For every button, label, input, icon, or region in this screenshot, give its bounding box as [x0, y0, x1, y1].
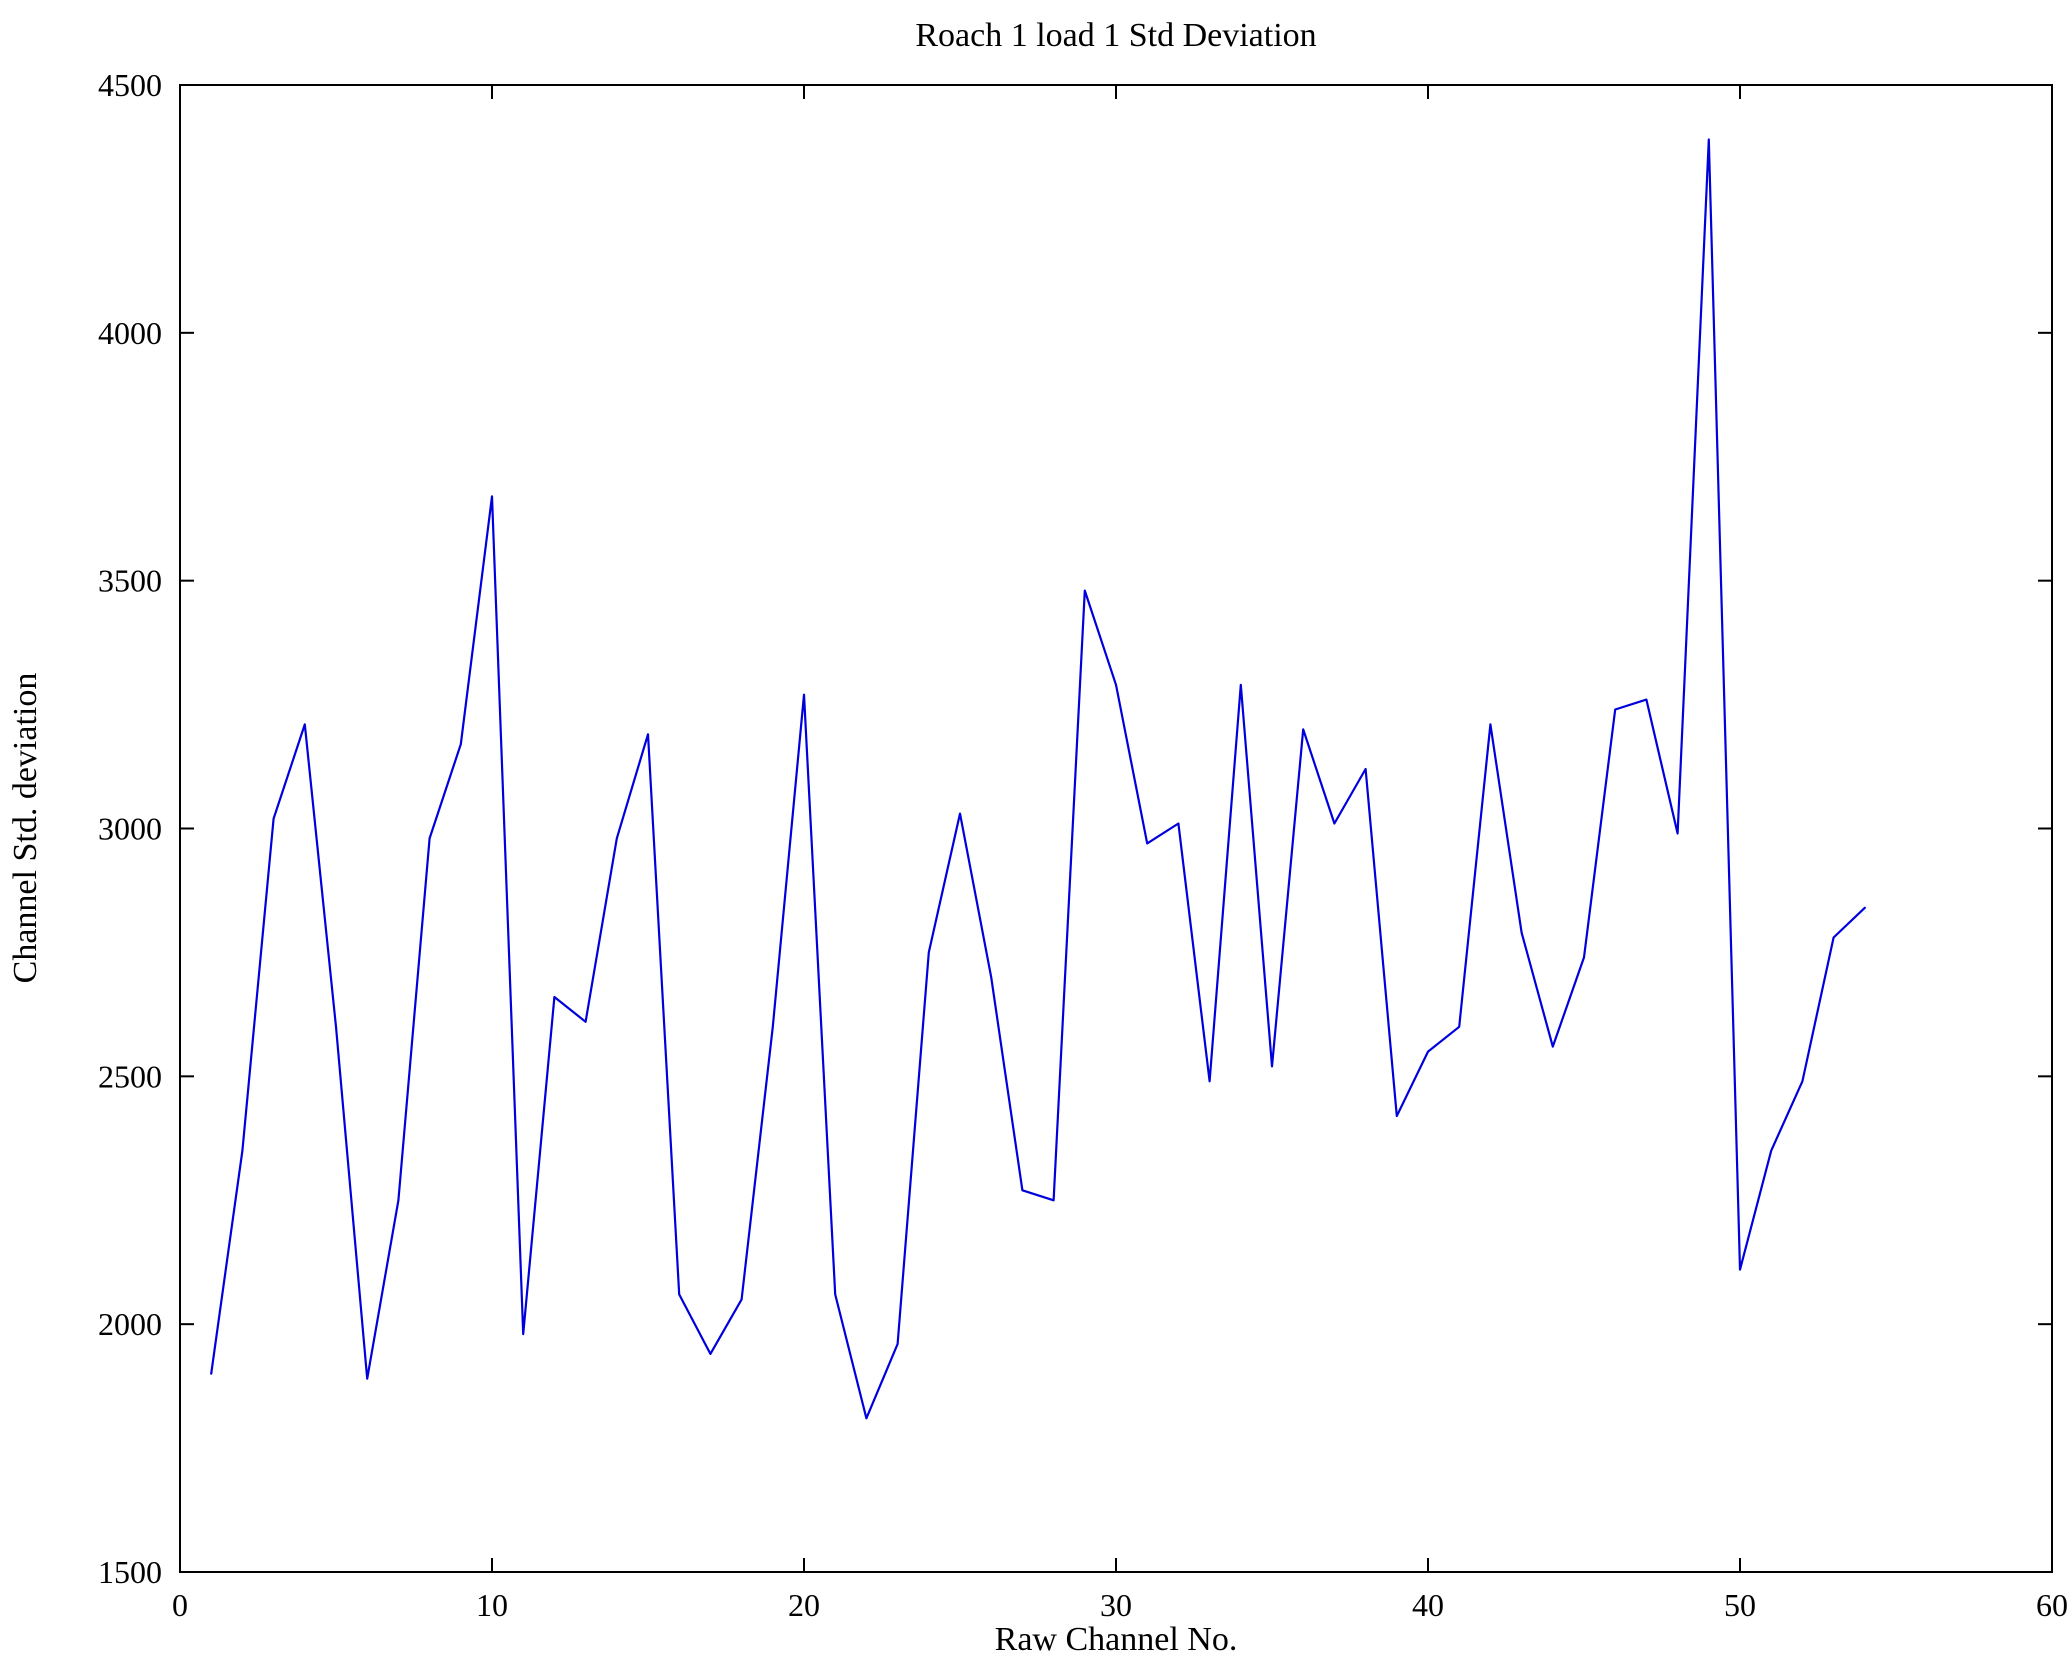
y-tick-label: 3500 [98, 563, 162, 599]
data-line [210, 138, 1866, 1420]
y-tick-label: 1500 [98, 1554, 162, 1590]
x-tick-label: 20 [788, 1587, 820, 1623]
y-tick-label: 4000 [98, 315, 162, 351]
y-tick-label: 4500 [98, 67, 162, 103]
x-tick-label: 30 [1100, 1587, 1132, 1623]
y-axis-label: Channel Std. deviation [7, 673, 44, 984]
x-axis-label: Raw Channel No. [995, 1621, 1238, 1658]
y-tick-label: 3000 [98, 811, 162, 847]
x-tick-label: 10 [476, 1587, 508, 1623]
x-tick-label: 50 [1724, 1587, 1756, 1623]
x-tick-label: 40 [1412, 1587, 1444, 1623]
x-tick-label: 60 [2036, 1587, 2067, 1623]
y-tick-label: 2000 [98, 1306, 162, 1342]
chart-title: Roach 1 load 1 Std Deviation [915, 17, 1316, 54]
axes-box [179, 84, 2053, 1573]
y-tick-label: 2500 [98, 1058, 162, 1094]
x-tick-label: 0 [172, 1587, 188, 1623]
